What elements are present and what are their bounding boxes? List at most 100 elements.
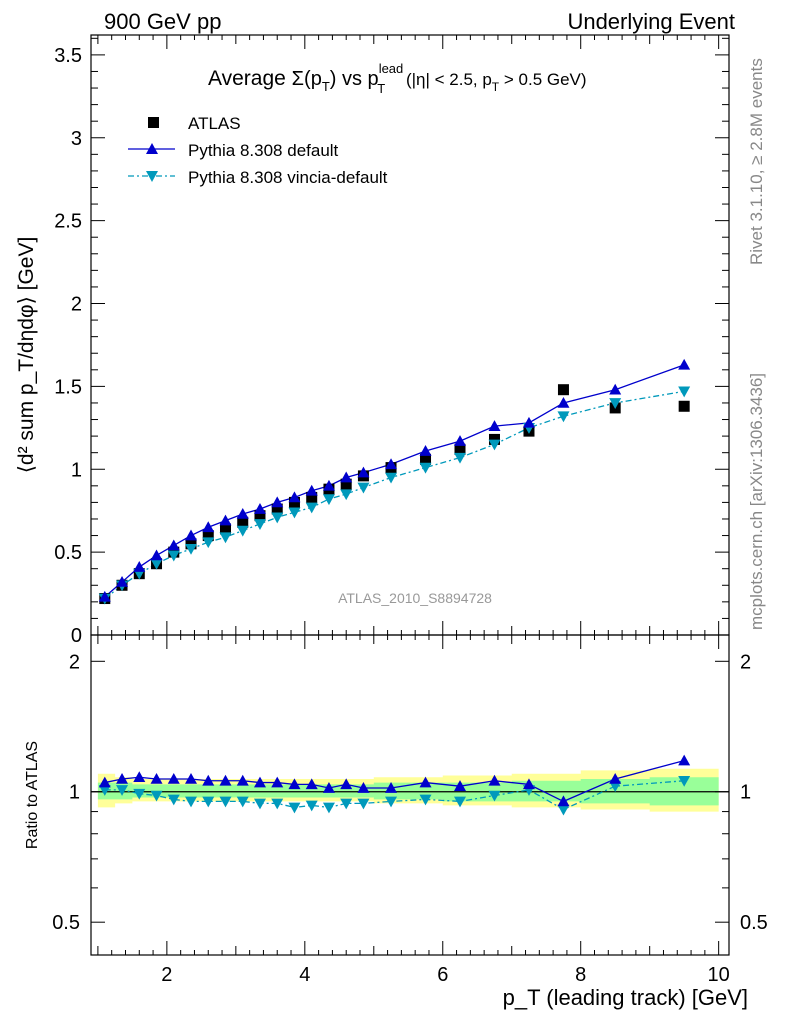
ratio-default-point xyxy=(522,778,535,790)
vincia-point xyxy=(454,452,467,464)
default-point xyxy=(98,590,111,602)
y-tick-label: 2 xyxy=(71,294,82,316)
default-point xyxy=(357,466,370,478)
vincia-point xyxy=(340,489,353,501)
ratio-vincia-point xyxy=(288,802,301,814)
series-line-default xyxy=(104,364,685,598)
x-tick-label: 6 xyxy=(437,964,448,986)
ratio-default-point xyxy=(150,773,163,784)
x-tick-label: 10 xyxy=(708,964,730,986)
default-point xyxy=(609,383,622,395)
ratio-y-tick-label: 2 xyxy=(69,651,80,673)
ratio-default-point xyxy=(253,776,266,788)
main-ylabel: ⟨d² sum p_T/dηdφ⟩ [GeV] xyxy=(15,237,38,474)
ratio-default-point xyxy=(116,773,129,784)
atlas-point xyxy=(254,510,266,522)
vincia-point xyxy=(202,537,215,549)
vincia-point xyxy=(150,558,163,570)
default-point xyxy=(219,514,232,526)
ratio-vincia-point xyxy=(609,781,622,793)
ratio-default-point xyxy=(454,780,467,791)
y-tick-label: 3.5 xyxy=(54,45,82,67)
y-tick-label: 1.5 xyxy=(54,376,82,398)
ratio-default-point xyxy=(133,771,146,783)
analysis-watermark: ATLAS_2010_S8894728 xyxy=(338,590,492,606)
atlas-point xyxy=(678,400,690,412)
default-point xyxy=(340,471,353,483)
ratio-default-point xyxy=(98,776,111,788)
ratio-vincia-point xyxy=(236,796,249,808)
ratio-y-tick-label: 1 xyxy=(69,782,80,804)
vincia-point xyxy=(185,544,198,555)
default-point xyxy=(116,575,129,587)
legend-atlas-marker xyxy=(148,117,159,128)
vincia-point xyxy=(236,525,249,537)
atlas-point xyxy=(237,516,249,528)
ratio-default-point xyxy=(202,774,215,786)
ratio-frame xyxy=(90,634,730,956)
default-point xyxy=(522,416,535,428)
ratio-vincia-point xyxy=(253,798,266,810)
atlas-point xyxy=(340,478,352,490)
ratio-default-point xyxy=(357,782,370,793)
ratio-vincia-point xyxy=(185,796,198,808)
default-point xyxy=(419,445,432,456)
default-point xyxy=(236,508,249,519)
ratio-vincia-point xyxy=(167,794,180,806)
ratio-default-point xyxy=(167,773,180,784)
legend-default-label: Pythia 8.308 default xyxy=(188,141,339,160)
ratio-default-point xyxy=(305,778,318,790)
legend-atlas-label: ATLAS xyxy=(188,114,241,133)
legend: ATLAS Pythia 8.308 default Pythia 8.308 … xyxy=(128,114,388,187)
legend-vincia-marker xyxy=(146,171,158,182)
ratio-default-point xyxy=(678,754,691,766)
ratio-default-point xyxy=(236,774,249,786)
y-tick-label: 3 xyxy=(71,128,82,150)
vincia-point xyxy=(609,398,622,409)
atlas-point xyxy=(288,496,300,508)
vincia-point xyxy=(167,550,180,562)
default-point xyxy=(150,549,163,561)
y-tick-label: 1 xyxy=(71,459,82,481)
ratio-vincia-point xyxy=(419,794,432,806)
header-right: Underlying Event xyxy=(567,9,735,34)
ratio-vincia-point xyxy=(322,802,335,814)
y-tick-label: 2.5 xyxy=(54,211,82,233)
ratio-vincia-point xyxy=(385,796,398,808)
default-point xyxy=(385,458,398,470)
ratio-vincia-point xyxy=(454,796,467,808)
ratio-vincia-point xyxy=(150,790,163,802)
default-point xyxy=(322,479,335,491)
ratio-vincia-point xyxy=(557,804,570,816)
vincia-point xyxy=(305,502,318,514)
default-point xyxy=(167,539,180,551)
vincia-point xyxy=(357,482,370,494)
atlas-point xyxy=(454,443,466,455)
x-tick-label: 8 xyxy=(575,964,586,986)
atlas-point xyxy=(185,538,197,550)
ratio-vincia-point xyxy=(357,798,370,810)
ratio-vincia-point xyxy=(305,800,318,812)
ratio-default-point xyxy=(219,774,232,786)
x-tick-label: 4 xyxy=(299,964,310,986)
vincia-point xyxy=(288,507,301,519)
ratio-vincia-point xyxy=(678,775,691,787)
default-point xyxy=(557,396,570,408)
default-point xyxy=(488,420,501,431)
ratio-default-point xyxy=(488,774,501,786)
ratio-default-point xyxy=(609,773,622,784)
ratio-default-point xyxy=(557,795,570,807)
ratio-vincia-point xyxy=(98,785,111,796)
ratio-vincia-point xyxy=(202,796,215,808)
ratio-vincia-point xyxy=(488,790,501,802)
ratio-ylabel: Ratio to ATLAS xyxy=(24,741,41,849)
ratio-vincia-point xyxy=(340,798,353,810)
legend-default-marker xyxy=(146,143,158,154)
series-line-vincia xyxy=(104,390,685,600)
atlas-point xyxy=(557,384,569,396)
ratio-default-point xyxy=(288,778,301,790)
x-tick-label: 2 xyxy=(161,964,172,986)
ratio-default-point xyxy=(322,782,335,793)
y-tick-label: 0.5 xyxy=(54,542,82,564)
